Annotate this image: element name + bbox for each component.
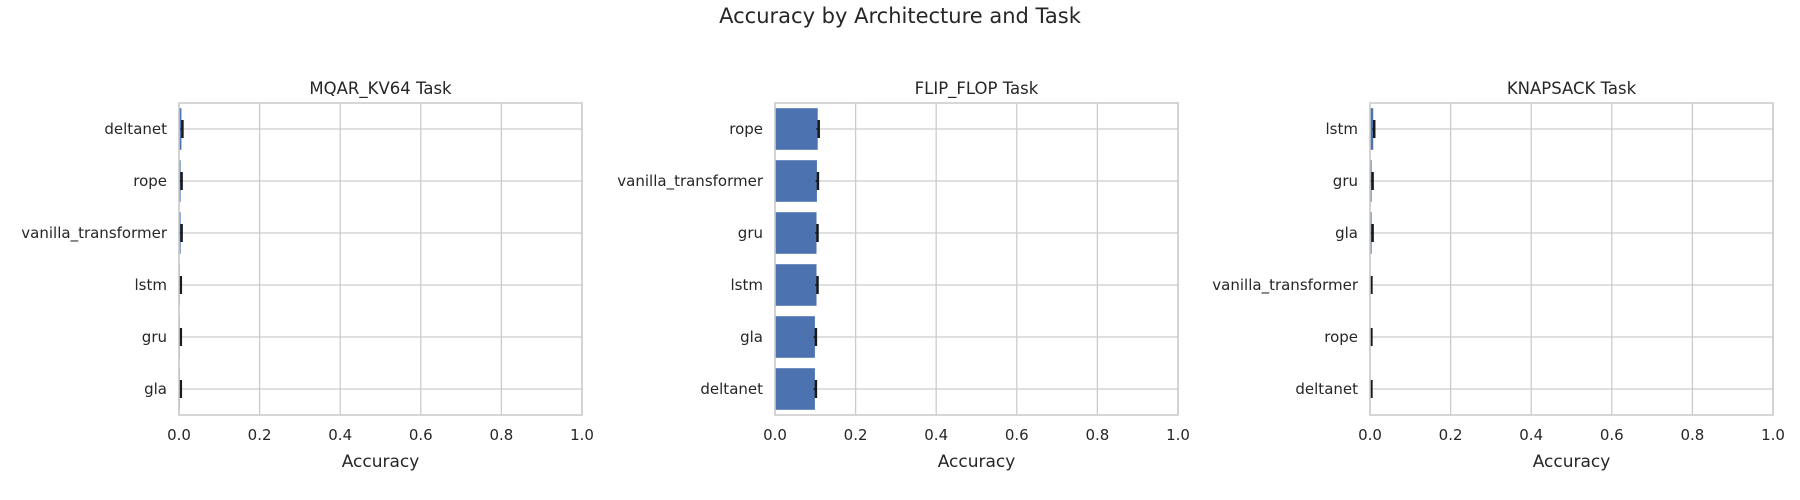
panel-title: FLIP_FLOP Task bbox=[915, 79, 1039, 99]
y-tick-label: deltanet bbox=[104, 120, 167, 138]
x-axis-label: Accuracy bbox=[342, 452, 420, 472]
figure-title: Accuracy by Architecture and Task bbox=[719, 4, 1081, 28]
x-axis-label: Accuracy bbox=[1533, 452, 1611, 472]
y-tick-label: gla bbox=[740, 328, 763, 346]
x-tick-label: 0.4 bbox=[1519, 426, 1543, 444]
x-tick-label: 0.0 bbox=[167, 426, 191, 444]
axes-frame bbox=[178, 102, 583, 416]
bar bbox=[775, 108, 818, 150]
x-tick-label: 0.8 bbox=[1680, 426, 1704, 444]
axes-frame bbox=[774, 102, 1179, 416]
x-tick-label: 0.8 bbox=[1085, 426, 1109, 444]
x-tick-label: 0.0 bbox=[1358, 426, 1382, 444]
chart-panel-1: 0.0 0.2 0.4 0.6 0.8 1.0 deltanet rope vanilla_tr… bbox=[21, 79, 594, 472]
x-tick-label: 0.4 bbox=[328, 426, 352, 444]
y-tick-label: lstm bbox=[731, 276, 763, 294]
y-tick-label: vanilla_transformer bbox=[21, 224, 168, 243]
y-tick-label: gla bbox=[144, 380, 167, 398]
y-tick-label: deltanet bbox=[700, 380, 763, 398]
x-tick-label: 1.0 bbox=[1166, 426, 1190, 444]
x-tick-label: 1.0 bbox=[570, 426, 594, 444]
chart-panel-3: 0.0 0.2 0.4 0.6 0.8 1.0 lstm gru gla vanilla_tran… bbox=[1212, 79, 1785, 472]
bar bbox=[775, 212, 817, 254]
bar bbox=[775, 368, 815, 410]
y-tick-label: rope bbox=[1324, 328, 1358, 346]
y-tick-label: gru bbox=[1333, 172, 1358, 190]
y-tick-label: lstm bbox=[1326, 120, 1358, 138]
x-axis-label: Accuracy bbox=[938, 452, 1016, 472]
x-tick-label: 1.0 bbox=[1761, 426, 1785, 444]
chart-panel-2: 0.0 0.2 0.4 0.6 0.8 1.0 rope vanilla_transforme… bbox=[617, 79, 1190, 472]
y-tick-label: gla bbox=[1335, 224, 1358, 242]
bar bbox=[179, 108, 182, 150]
x-tick-label: 0.8 bbox=[489, 426, 513, 444]
y-tick-label: vanilla_transformer bbox=[617, 172, 764, 191]
x-tick-label: 0.6 bbox=[1600, 426, 1624, 444]
x-tick-label: 0.2 bbox=[248, 426, 272, 444]
axes-frame bbox=[1369, 102, 1774, 416]
y-tick-label: vanilla_transformer bbox=[1212, 276, 1359, 295]
x-tick-label: 0.6 bbox=[409, 426, 433, 444]
x-tick-label: 0.0 bbox=[763, 426, 787, 444]
x-tick-label: 0.2 bbox=[844, 426, 868, 444]
x-tick-label: 0.6 bbox=[1005, 426, 1029, 444]
bar bbox=[1370, 108, 1374, 150]
bar bbox=[775, 160, 817, 202]
y-tick-label: deltanet bbox=[1295, 380, 1358, 398]
y-tick-label: rope bbox=[133, 172, 167, 190]
y-tick-label: gru bbox=[738, 224, 763, 242]
x-tick-label: 0.2 bbox=[1439, 426, 1463, 444]
bar bbox=[775, 264, 817, 306]
y-tick-label: gru bbox=[142, 328, 167, 346]
y-tick-label: rope bbox=[729, 120, 763, 138]
bar bbox=[775, 316, 815, 358]
panel-title: KNAPSACK Task bbox=[1507, 79, 1637, 98]
y-tick-label: lstm bbox=[135, 276, 167, 294]
panel-title: MQAR_KV64 Task bbox=[309, 79, 452, 99]
x-tick-label: 0.4 bbox=[924, 426, 948, 444]
